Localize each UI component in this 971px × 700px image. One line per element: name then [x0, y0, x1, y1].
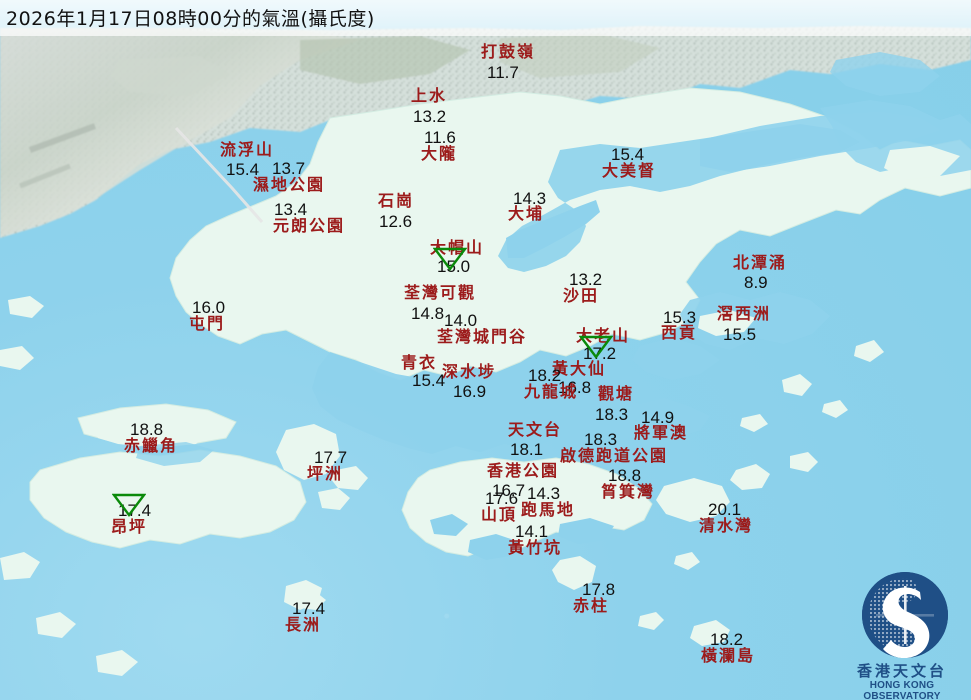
hko-logo: 香港天文台 HONG KONG OBSERVATORY	[838, 572, 966, 700]
station-temperature-value: 15.4	[611, 145, 645, 164]
station-temperature-value: 15.4	[412, 371, 446, 390]
station-name: 觀塘	[598, 384, 635, 403]
station-name: 深水埗	[442, 362, 497, 381]
station-name: 荃灣可觀	[404, 283, 477, 302]
station-name: 黃竹坑	[508, 538, 563, 557]
station-name: 流浮山	[220, 140, 275, 159]
station-name: 跑馬地	[521, 500, 576, 519]
station-temperature-value: 12.6	[379, 212, 413, 231]
station-temperature-value: 15.5	[723, 325, 757, 344]
station-temperature-value: 18.1	[510, 440, 544, 459]
station-temperature-value: 20.1	[708, 500, 742, 519]
logo-text-en: HONG KONG OBSERVATORY	[863, 680, 941, 700]
station-name: 將軍澳	[634, 423, 689, 442]
station-name: 黃大仙	[552, 359, 607, 378]
station-name: 打鼓嶺	[481, 42, 536, 61]
station-temperature-value: 8.9	[744, 273, 768, 292]
station-temperature-value: 18.3	[595, 405, 629, 424]
station-temperature-value: 15.4	[226, 160, 260, 179]
station-name: 大帽山	[430, 238, 485, 257]
station-temperature-value: 18.8	[608, 466, 642, 485]
station-temperature-value: 16.0	[192, 298, 226, 317]
station-temperature-value: 16.7	[492, 481, 526, 500]
station-name: 筲箕灣	[601, 482, 656, 501]
station-name: 山頂	[481, 505, 518, 524]
station-temperature-value: 18.2	[528, 366, 562, 385]
logo-swirl-icon	[862, 572, 948, 658]
station-name: 九龍城	[524, 382, 579, 401]
station-name: 昂坪	[111, 517, 148, 536]
station-temperature-value: 17.8	[582, 580, 616, 599]
logo-text-cn: 香港天文台	[856, 662, 947, 680]
station-name: 香港公園	[487, 461, 560, 480]
station-temperature-value: 17.4	[118, 501, 152, 520]
station-name: 坪洲	[307, 464, 344, 483]
station-name: 長洲	[285, 615, 322, 634]
station-temperature-value: 14.0	[444, 311, 478, 330]
station-name: 荃灣城門谷	[437, 327, 528, 346]
station-name: 赤柱	[573, 596, 610, 615]
station-name: 濕地公園	[253, 175, 326, 194]
station-temperature-value: 13.4	[274, 200, 308, 219]
station-name: 西貢	[661, 323, 698, 342]
station-name: 啟德跑道公園	[560, 446, 669, 465]
station-temperature-value: 15.3	[663, 308, 697, 327]
station-temperature-value: 18.8	[130, 420, 164, 439]
page-title: 2026年1月17日08時00分的氣溫(攝氏度)	[6, 8, 375, 30]
station-temperature-value: 17.7	[314, 448, 348, 467]
station-name: 上水	[411, 86, 448, 105]
title-bar	[0, 0, 971, 36]
station-name: 沙田	[563, 286, 600, 305]
station-name: 橫瀾島	[701, 646, 756, 665]
station-name: 青衣	[401, 353, 438, 372]
station-temperature-value: 18.3	[584, 430, 618, 449]
station-temperature-value: 17.4	[292, 599, 326, 618]
station-name: 滘西洲	[717, 304, 772, 323]
station-name: 大隴	[421, 144, 458, 163]
station-temperature-value: 11.6	[424, 128, 456, 147]
station-name: 大美督	[602, 161, 657, 180]
station-temperature-value: 14.9	[641, 408, 675, 427]
station-name: 赤鱲角	[124, 436, 179, 455]
station-name: 石崗	[378, 191, 415, 210]
station-temperature-value: 17.6	[485, 489, 519, 508]
station-name: 北潭涌	[733, 253, 788, 272]
station-temperature-value: 18.2	[710, 630, 744, 649]
station-name: 清水灣	[699, 516, 754, 535]
station-temperature-value: 14.8	[411, 304, 445, 323]
station-name: 元朗公園	[273, 216, 346, 235]
station-temperature-value: 13.7	[272, 159, 306, 178]
station-temperature-value: 14.3	[513, 189, 547, 208]
station-temperature-value: 11.7	[487, 63, 519, 82]
station-temperature-value: 13.2	[413, 107, 447, 126]
station-temperature-value: 16.8	[558, 378, 592, 397]
station-name: 屯門	[189, 314, 226, 333]
station-temperature-value: 13.2	[569, 270, 603, 289]
station-temperature-value: 14.1	[515, 522, 549, 541]
station-name: 天文台	[508, 420, 563, 439]
station-name: 大埔	[508, 204, 545, 223]
station-name: 大老山	[576, 326, 631, 345]
station-temperature-value: 16.9	[453, 382, 487, 401]
station-temperature-value: 14.3	[527, 484, 561, 503]
